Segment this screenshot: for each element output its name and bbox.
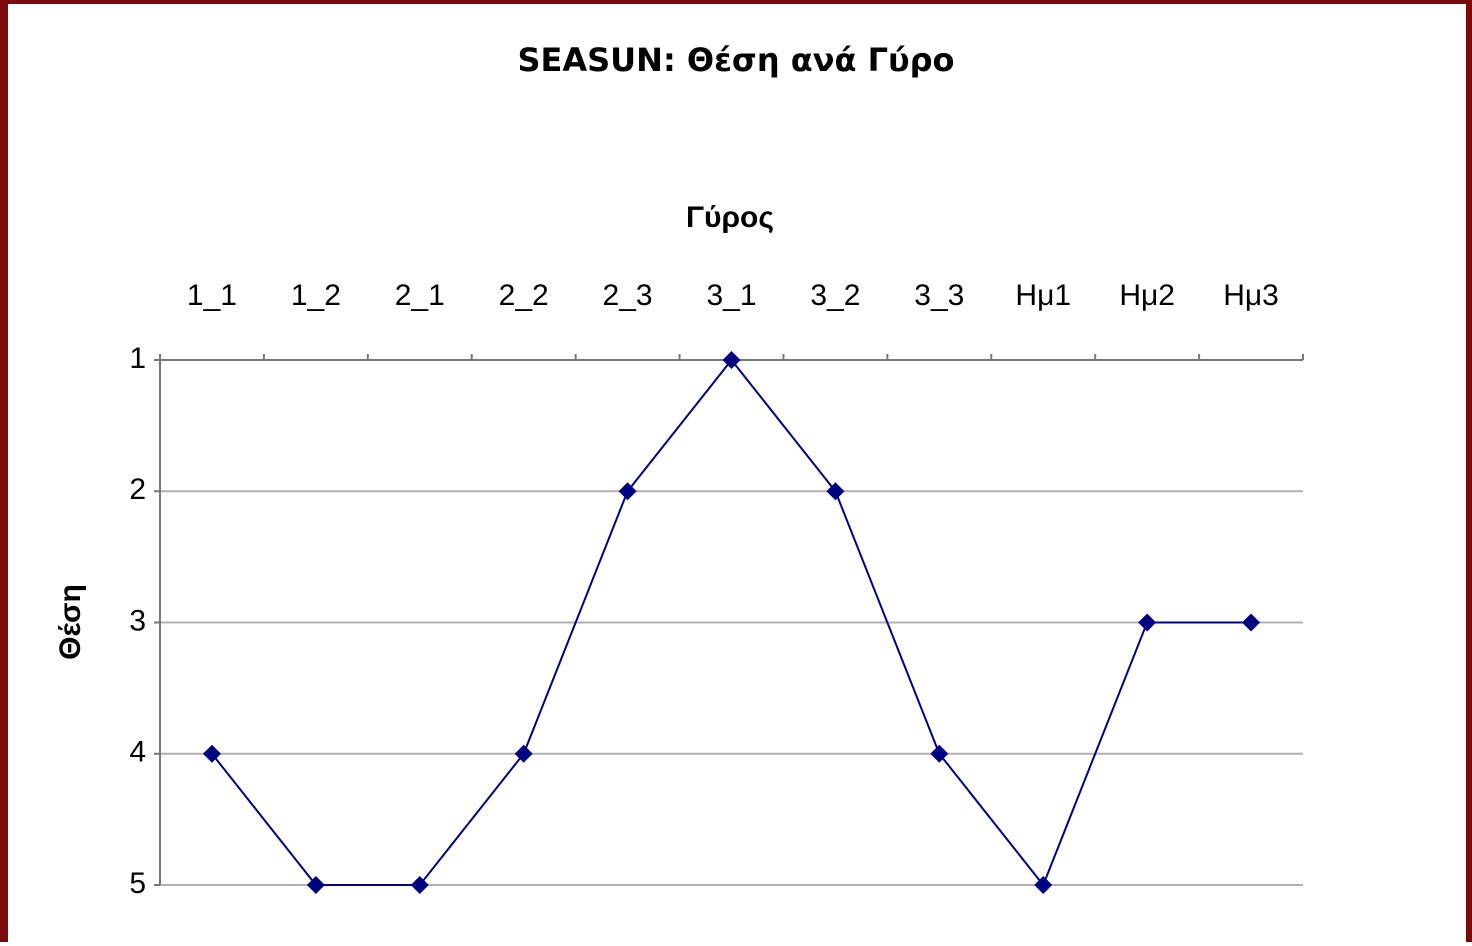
x-tick-label: 3_1 xyxy=(706,279,756,312)
data-point xyxy=(930,744,949,763)
x-tick-label: 2_3 xyxy=(603,279,653,312)
x-tick-label: Ημ3 xyxy=(1223,279,1279,312)
data-point xyxy=(1138,613,1157,632)
x-tick-label: 3_3 xyxy=(914,279,964,312)
data-point xyxy=(1242,613,1261,632)
y-tick-label: 5 xyxy=(129,867,146,900)
data-point xyxy=(1034,876,1053,894)
y-tick-label: 2 xyxy=(129,473,146,506)
chart: SEASUN: Θέση ανά Γύρο Γύρος Θέση 1 2 3 4 5 1_… xyxy=(54,41,1304,900)
data-point xyxy=(722,351,741,369)
data-point xyxy=(202,744,221,763)
data-point xyxy=(306,876,325,894)
x-tick-label: 1_2 xyxy=(291,279,341,312)
x-tick-label: 2_2 xyxy=(499,279,549,312)
x-tick-label: Ημ1 xyxy=(1015,279,1071,312)
data-point xyxy=(514,744,533,763)
x-tick-label: 3_2 xyxy=(810,279,860,312)
y-tick-label: 4 xyxy=(129,736,146,769)
y-tick-label: 3 xyxy=(129,604,146,637)
chart-title: SEASUN: Θέση ανά Γύρο xyxy=(517,41,954,79)
data-point xyxy=(410,876,429,894)
data-point xyxy=(618,482,637,501)
data-point xyxy=(826,482,845,501)
x-axis-title: Γύρος xyxy=(686,201,774,234)
x-tick-label: 1_1 xyxy=(187,279,237,312)
x-tick-label: Ημ2 xyxy=(1119,279,1175,312)
y-axis-title: Θέση xyxy=(54,584,87,660)
y-tick-label: 1 xyxy=(129,342,146,375)
x-tick-label: 2_1 xyxy=(395,279,445,312)
